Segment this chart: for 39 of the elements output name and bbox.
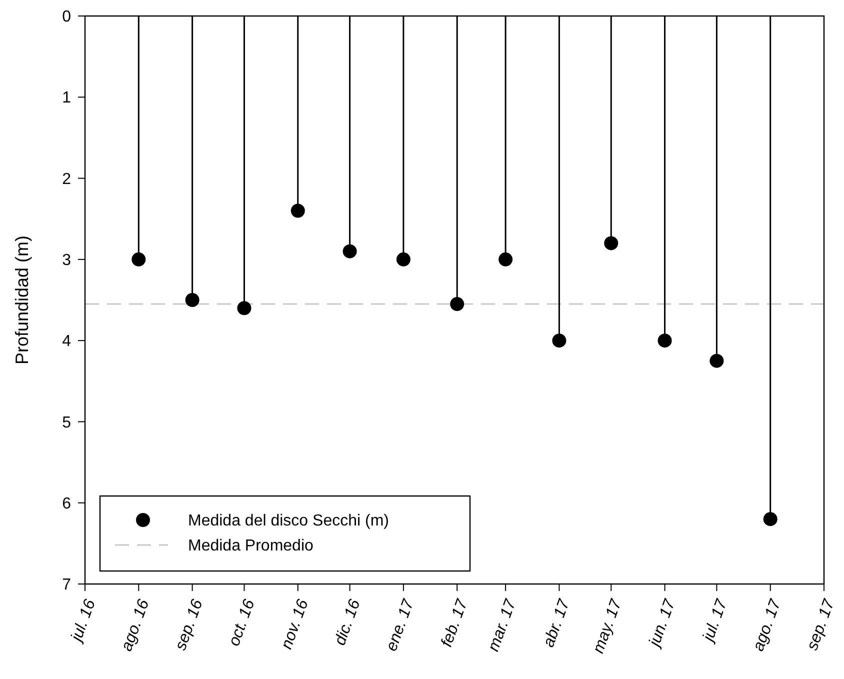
y-tick-label: 1	[62, 90, 72, 107]
point	[342, 244, 357, 258]
x-tick-label: mar. 17	[485, 596, 520, 654]
y-tick-label: 0	[62, 8, 72, 26]
y-tick-label: 2	[62, 170, 72, 188]
x-tick-label: ago. 17	[750, 596, 785, 654]
point	[450, 297, 464, 312]
x-tick-label: nov. 16	[278, 597, 312, 652]
point	[396, 252, 410, 266]
x-tick-label: dic. 16	[332, 597, 364, 648]
point	[185, 293, 200, 307]
y-tick-label: 5	[62, 414, 72, 432]
x-tick-label: sep. 16	[172, 597, 206, 653]
x-tick-label: jun. 17	[646, 596, 680, 650]
y-tick-label: 6	[62, 495, 72, 512]
point	[132, 252, 146, 266]
point	[498, 252, 513, 266]
x-tick-label: jul. 16	[68, 597, 100, 646]
x-tick-label: jul. 17	[699, 596, 732, 646]
y-tick-label: 4	[62, 333, 72, 350]
x-tick-label: feb. 17	[438, 596, 472, 650]
point	[763, 512, 778, 526]
point	[604, 236, 618, 250]
y-tick-label: 7	[62, 576, 72, 594]
x-tick-label: ene. 17	[383, 596, 418, 654]
legend-label: Medida del disco Secchi (m)	[188, 512, 389, 530]
x-tick-label: oct. 16	[226, 597, 258, 648]
legend-label: Medida Promedio	[188, 538, 314, 555]
y-tick-label: 3	[62, 252, 72, 270]
point	[552, 334, 566, 348]
point	[710, 354, 724, 368]
x-tick-label: may. 17	[590, 596, 626, 656]
point	[658, 334, 672, 348]
point	[290, 204, 305, 218]
x-tick-label: sep. 17	[804, 596, 838, 653]
point	[237, 301, 252, 316]
y-axis-title: Profundidad (m)	[12, 235, 32, 365]
x-tick-label: abr. 17	[540, 596, 574, 650]
x-tick-label: ago. 16	[118, 597, 153, 654]
